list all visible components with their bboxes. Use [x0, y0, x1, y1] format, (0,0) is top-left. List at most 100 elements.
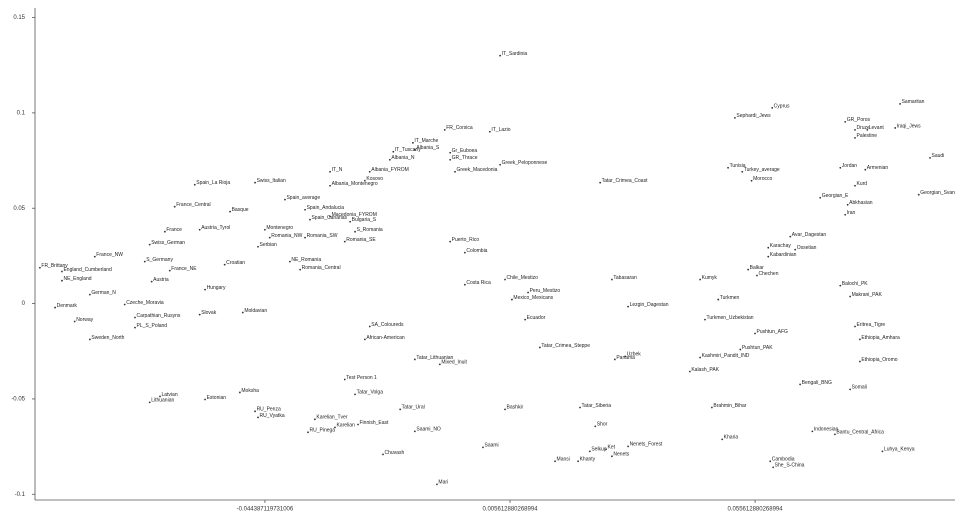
point [173, 205, 176, 208]
point-label: Brahmin_Bihar [713, 403, 746, 409]
point [504, 408, 506, 411]
x-tick-label: -0.044387119731006 [237, 507, 294, 513]
point [88, 338, 91, 341]
point-label: France_Central [176, 202, 210, 208]
point [354, 230, 356, 233]
point-label: Tatar_Lithuanian [416, 355, 453, 361]
point-label: Tatar_Ural [402, 405, 425, 411]
point-label: Sweden_North [91, 335, 124, 341]
point [767, 255, 770, 258]
point-label: Chechen [758, 271, 778, 277]
point-label: Levant [869, 125, 885, 131]
point-label: Khanty [580, 457, 596, 463]
point [241, 311, 244, 314]
point [721, 438, 724, 441]
point-label: Albania_S [416, 145, 439, 151]
point-label: GR_Thrace [452, 155, 478, 161]
point [93, 255, 96, 258]
point [204, 288, 206, 291]
point-label: Turkey_average [744, 167, 780, 173]
point-label: Spain_average [286, 195, 320, 201]
point-label: Abkhasian [849, 200, 873, 206]
point-label: Bulgaria_S [352, 217, 377, 223]
point [699, 356, 702, 359]
point [699, 278, 702, 281]
point-label: Kumyk [702, 275, 718, 281]
point [899, 103, 902, 105]
point-label: Austria_Tyrol [201, 225, 230, 231]
point-label: Samaritan [902, 99, 925, 105]
point [756, 274, 758, 277]
point-label: Avar_Dagestan [792, 232, 827, 238]
point [734, 116, 736, 119]
point-label: Czeche_Moravia [126, 300, 164, 306]
point-label: Iran [847, 210, 856, 216]
point [754, 332, 756, 335]
point [504, 278, 506, 281]
point-label: Basque [232, 207, 249, 213]
point [368, 325, 371, 328]
point-label: Balkar [750, 265, 765, 271]
point-label: Tabasaran [613, 275, 637, 281]
point [789, 235, 792, 238]
point [482, 446, 484, 449]
point [839, 166, 842, 169]
point-label: Norway [76, 317, 93, 323]
point [238, 391, 241, 394]
point [834, 433, 836, 436]
point [134, 326, 136, 329]
point-label: Mari [438, 480, 448, 486]
point-label: Panama [616, 355, 635, 361]
point-label: IT_Sardinia [502, 51, 528, 57]
point-label: Carpathian_Rusyns [136, 313, 180, 319]
y-tick-label: 0.15 [13, 15, 25, 21]
point-label: Kashmiri_Pandit_IND [702, 353, 750, 359]
point [134, 316, 136, 319]
point [881, 450, 884, 453]
point [399, 408, 402, 411]
point-label: Swiss_German [151, 240, 185, 246]
point [854, 184, 856, 187]
point [307, 431, 309, 434]
point [123, 303, 126, 306]
point-label: Montenegro [266, 225, 293, 231]
point-label: Kalash_PAK [691, 367, 719, 373]
point [449, 240, 452, 243]
point [527, 291, 529, 294]
point [894, 127, 897, 129]
point [454, 170, 456, 173]
point-label: Albania_Montenegro [332, 181, 378, 187]
point [148, 243, 151, 246]
point [704, 318, 706, 321]
point [363, 338, 366, 341]
point-label: Moldavian [244, 308, 267, 314]
point-label: Swiss_Italian [257, 178, 286, 184]
point-label: Palestine [857, 133, 878, 139]
point [717, 298, 720, 301]
point-label: Kosovo [366, 176, 383, 182]
point [613, 358, 616, 361]
y-tick-label: -0.1 [15, 492, 26, 498]
point [254, 181, 256, 184]
point [710, 406, 713, 409]
point [610, 278, 613, 281]
point-label: Moksha [241, 388, 259, 394]
point [363, 179, 366, 182]
point [844, 120, 847, 123]
point [257, 245, 259, 248]
point [61, 279, 63, 282]
point-label: Romania_SW [307, 233, 338, 239]
point-label: Morocco [753, 176, 772, 182]
point [769, 460, 772, 463]
point [839, 284, 842, 287]
x-tick-label: 0.055612880268994 [728, 507, 784, 513]
point [204, 398, 206, 401]
point-label: France_NE [171, 266, 197, 272]
point-label: Spain_Andalucia [307, 205, 345, 211]
point [284, 198, 286, 201]
point [846, 203, 849, 206]
y-tick-label: 0.05 [13, 206, 25, 212]
point [263, 228, 266, 231]
